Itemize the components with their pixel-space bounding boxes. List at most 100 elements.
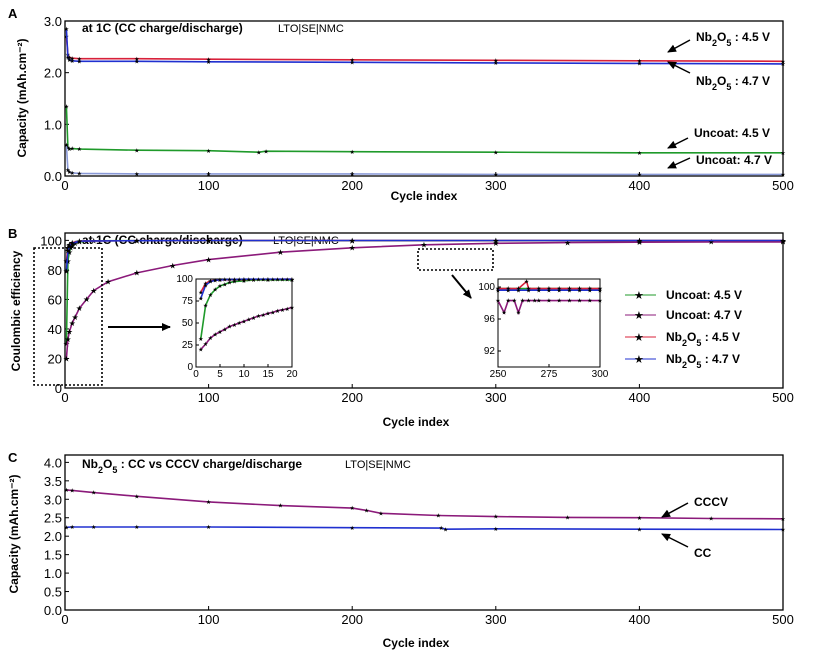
panel-b-point: ★ (205, 255, 212, 264)
panel-a-y-label: Capacity (mAh.cm⁻²) (15, 38, 29, 157)
panel-a-point: ★ (67, 54, 72, 61)
legend: ★ Uncoat: 4.5 V ★ Uncoat: 4.7 V ★ Nb2O5 … (625, 288, 742, 370)
panel-c-y-tick-label: 3.5 (44, 474, 62, 489)
inset-left-point: ★ (275, 308, 280, 315)
panel-b-point: ★ (492, 236, 499, 245)
inset-right-y-tick-label: 96 (484, 314, 496, 325)
panel-b-point: ★ (83, 295, 90, 304)
panel-b-point: ★ (66, 242, 73, 251)
panel-c-point: ★ (637, 526, 642, 533)
inset-left-point: ★ (241, 277, 246, 284)
panel-c-point: ★ (206, 499, 211, 506)
inset-left-x-tick-label: 0 (193, 369, 199, 380)
panel-c-point: ★ (637, 515, 642, 522)
panel-b-point: ★ (69, 242, 76, 251)
inset-left-point: ★ (198, 289, 203, 296)
panel-a-point: ★ (637, 172, 642, 179)
panel-c-point: ★ (709, 516, 714, 523)
inset-left-point: ★ (203, 303, 208, 310)
inset-left-y-tick-label: 25 (182, 340, 194, 351)
panel-c-x-tick-label: 500 (772, 612, 794, 627)
panel-c-point: ★ (206, 524, 211, 531)
panel-c-point: ★ (378, 510, 383, 517)
panel-b-point: ★ (64, 335, 71, 344)
inset-right-y-tick-label: 100 (478, 282, 495, 293)
legend-marker-uncoat-45: ★ (634, 290, 644, 302)
panel-b-x-label: Cycle index (383, 415, 450, 429)
inset-right-point: ★ (536, 287, 541, 294)
annot-uncoat-45: Uncoat: 4.5 V (694, 126, 770, 140)
inset-right-point: ★ (526, 298, 531, 305)
panel-a-frame (64, 20, 784, 177)
panel-c-point: ★ (69, 524, 74, 531)
inset-right-point: ★ (524, 279, 529, 286)
inset-left-point: ★ (265, 276, 270, 283)
legend-label-nb-45: Nb2O5 : 4.5 V (666, 330, 740, 348)
inset-right-point: ★ (557, 286, 562, 293)
panel-b-point: ★ (169, 261, 176, 270)
panel-a-point: ★ (67, 169, 72, 176)
panel-c-series: ★ ★ ★★★★ ★ ★ ★ ★ ★ ★ ★ ★ ★★ ★ ★ ★ ★ ★ ★★ ★ ★ ★ (64, 487, 786, 533)
inset-right-point: ★ (567, 286, 572, 293)
inset-left-point: ★ (217, 283, 222, 290)
panel-c-subtitle: LTO|SE|NMC (345, 459, 411, 471)
arrow-uncoat-45 (667, 137, 689, 149)
inset-left-point: ★ (227, 277, 232, 284)
inset-right-point: ★ (536, 298, 541, 305)
panel-a-y-ticks: 0.0 1.0 2.0 3.0 (44, 14, 69, 184)
inset-left-point: ★ (246, 317, 251, 324)
inset-left-point: ★ (198, 295, 203, 302)
panel-a-point: ★ (780, 61, 785, 68)
panel-c-point: ★ (443, 526, 448, 533)
panel-a-point: ★ (350, 57, 355, 64)
panel-c-point: ★ (780, 516, 785, 523)
inset-left-point: ★ (203, 281, 208, 288)
panel-b-point: ★ (66, 248, 73, 257)
panel-c-point: ★ (64, 487, 69, 494)
inset-left-point: ★ (203, 341, 208, 348)
panel-b-point: ★ (349, 236, 356, 245)
annot-nb-47: Nb2O5 : 4.7 V (696, 74, 770, 92)
inset-left-point: ★ (217, 329, 222, 336)
panel-b-y-tick-label: 40 (48, 322, 62, 337)
inset-right-point: ★ (557, 287, 562, 294)
panel-a-x-tick-label: 200 (341, 178, 363, 193)
panel-a-point: ★ (134, 56, 139, 63)
inset-right-x-tick-label: 300 (592, 369, 609, 380)
annot-cccv: CCCV (694, 495, 728, 509)
panel-a-point: ★ (134, 171, 139, 178)
legend-label-nb-47: Nb2O5 : 4.7 V (666, 352, 740, 370)
panel-b-y-tick-label: 20 (48, 351, 62, 366)
inset-left-point: ★ (265, 310, 270, 317)
panel-b-series-line-3 (65, 239, 783, 272)
inset-left-point: ★ (265, 277, 270, 284)
panel-c-x-tick-label: 100 (198, 612, 220, 627)
inset-left-point: ★ (261, 276, 266, 283)
panel-c-x-tick-label: 0 (61, 612, 68, 627)
panel-b-point: ★ (492, 239, 499, 248)
panel-a-point: ★ (493, 57, 498, 64)
panel-b-point: ★ (636, 236, 643, 245)
panel-b-series: ★★★★★★★ ★ ★ ★ ★ ★ ★ ★ ★★★★★★★★★★★★★★ ★ ★ ★ ★ ★ ★ ★★★★★ ★… (63, 236, 787, 363)
panel-a-y-tick-label: 3.0 (44, 14, 62, 29)
panel-a-x-tick-label: 100 (198, 178, 220, 193)
arrow-nb-47 (667, 61, 691, 74)
panel-c-series-line-0 (66, 489, 784, 520)
panel-a-point: ★ (65, 145, 70, 152)
inset-left-point: ★ (198, 347, 203, 354)
inset-left-x-tick-label: 15 (262, 369, 274, 380)
panel-a-series: ★★★★ ★ ★ ★ ★ ★ ★ ★★★★★ ★ ★ ★ ★ ★ ★ ★★★★★ ★ ★ ★ ★ ★ ★ ★ ★ ★★★★★ ★… (64, 26, 786, 179)
panel-a-y-tick-label: 1.0 (44, 117, 62, 132)
inset-left-point: ★ (222, 326, 227, 333)
panel-b-x-tick-label: 400 (629, 390, 651, 405)
inset-left-point: ★ (203, 282, 208, 289)
panel-b-x-tick-label: 0 (61, 390, 68, 405)
inset-right-point: ★ (567, 287, 572, 294)
panel-c-x-tick-label: 300 (485, 612, 507, 627)
arrow-uncoat-47 (667, 157, 691, 169)
panel-a-subtitle: LTO|SE|NMC (278, 23, 344, 35)
panel-b-y-tick-label: 80 (48, 263, 62, 278)
inset-right-point: ★ (557, 298, 562, 305)
arrow-nb-45 (667, 39, 691, 53)
panel-c-point: ★ (436, 513, 441, 520)
